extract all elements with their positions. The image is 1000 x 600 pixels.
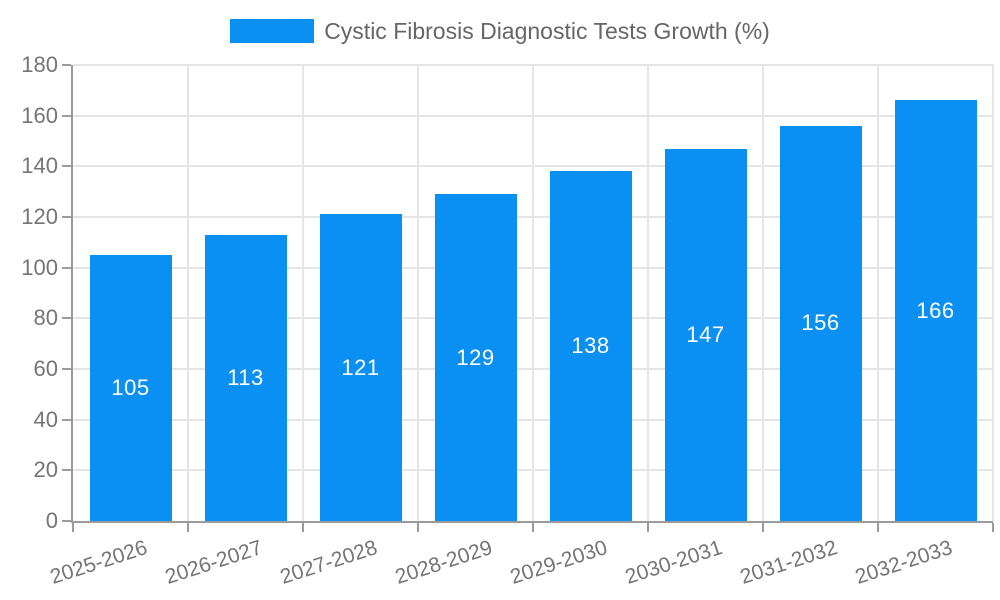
h-gridline: [73, 64, 993, 66]
y-tick-mark: [62, 368, 71, 370]
v-gridline: [992, 65, 994, 521]
x-tick-mark: [532, 523, 534, 532]
y-tick-label: 180: [21, 52, 58, 77]
y-tick-label: 160: [21, 102, 58, 128]
bar-value-label: 138: [571, 333, 610, 359]
y-tick-mark: [62, 165, 71, 168]
x-tick-label: 2028-2029: [391, 536, 495, 589]
bar: 138: [549, 171, 632, 521]
x-tick-mark: [302, 523, 304, 532]
h-gridline: [73, 469, 993, 472]
plot-area: 105 113 121 129 138 147 156 166: [62, 64, 994, 532]
y-tick-mark: [62, 64, 71, 66]
x-tick-label: 2026-2027: [161, 536, 265, 589]
x-tick-label: 2031-2032: [736, 536, 840, 589]
y-tick-label: 80: [33, 305, 58, 331]
h-gridline: [73, 165, 993, 168]
x-tick-label: 2029-2030: [506, 536, 610, 589]
bar: 166: [894, 100, 977, 521]
v-gridline: [877, 65, 879, 521]
bar-value-label: 121: [341, 354, 380, 380]
bar: 105: [89, 255, 172, 521]
h-gridline: [73, 317, 993, 320]
bar: 113: [204, 234, 287, 521]
x-tick-mark: [992, 523, 994, 532]
x-tick-mark: [762, 523, 764, 532]
x-tick-mark: [187, 523, 189, 532]
bar: 129: [434, 194, 517, 521]
y-tick-label: 140: [21, 153, 58, 179]
y-tick-mark: [62, 520, 71, 522]
y-tick-mark: [62, 114, 71, 117]
v-gridline: [762, 65, 764, 521]
x-tick-mark: [417, 523, 419, 532]
y-tick-label: 40: [33, 406, 58, 432]
v-gridline: [417, 65, 419, 521]
bar-value-label: 156: [801, 310, 840, 336]
bar: 121: [319, 214, 402, 521]
legend-swatch: [230, 19, 315, 43]
bar-value-label: 166: [916, 297, 955, 323]
x-tick-mark: [877, 523, 879, 532]
bar: 156: [779, 125, 862, 521]
x-tick-label: 2027-2028: [276, 536, 380, 589]
h-gridline: [73, 114, 993, 117]
y-tick-mark: [62, 317, 71, 320]
y-tick-label: 60: [33, 356, 58, 381]
x-tick-label: 2025-2026: [46, 536, 150, 589]
bar-value-label: 129: [456, 344, 495, 370]
v-gridline: [302, 65, 304, 521]
x-tick-label: 2032-2033: [851, 536, 955, 589]
legend-label: Cystic Fibrosis Diagnostic Tests Growth …: [324, 18, 770, 44]
v-gridline: [532, 65, 534, 521]
y-tick-mark: [62, 266, 71, 269]
h-gridline: [73, 368, 993, 370]
y-tick-mark: [62, 418, 71, 421]
bar-value-label: 113: [227, 364, 264, 390]
v-gridline: [187, 65, 189, 521]
legend: Cystic Fibrosis Diagnostic Tests Growth …: [0, 12, 1000, 50]
y-tick-label: 100: [21, 254, 58, 280]
y-axis-line: [71, 65, 73, 521]
h-gridline: [73, 216, 993, 218]
h-gridline: [73, 418, 993, 421]
x-axis-line: [71, 521, 993, 523]
y-tick-mark: [62, 469, 71, 472]
bar-value-label: 147: [686, 321, 725, 347]
y-tick-label: 120: [21, 204, 58, 229]
v-gridline: [647, 65, 649, 521]
x-tick-mark: [72, 523, 74, 532]
x-tick-label: 2030-2031: [621, 536, 725, 589]
y-tick-label: 0: [45, 508, 58, 533]
x-tick-mark: [647, 523, 649, 532]
h-gridline: [73, 266, 993, 269]
bar: 147: [664, 148, 747, 521]
y-tick-mark: [62, 216, 71, 218]
bar-value-label: 105: [111, 375, 150, 400]
y-tick-label: 20: [33, 457, 58, 483]
